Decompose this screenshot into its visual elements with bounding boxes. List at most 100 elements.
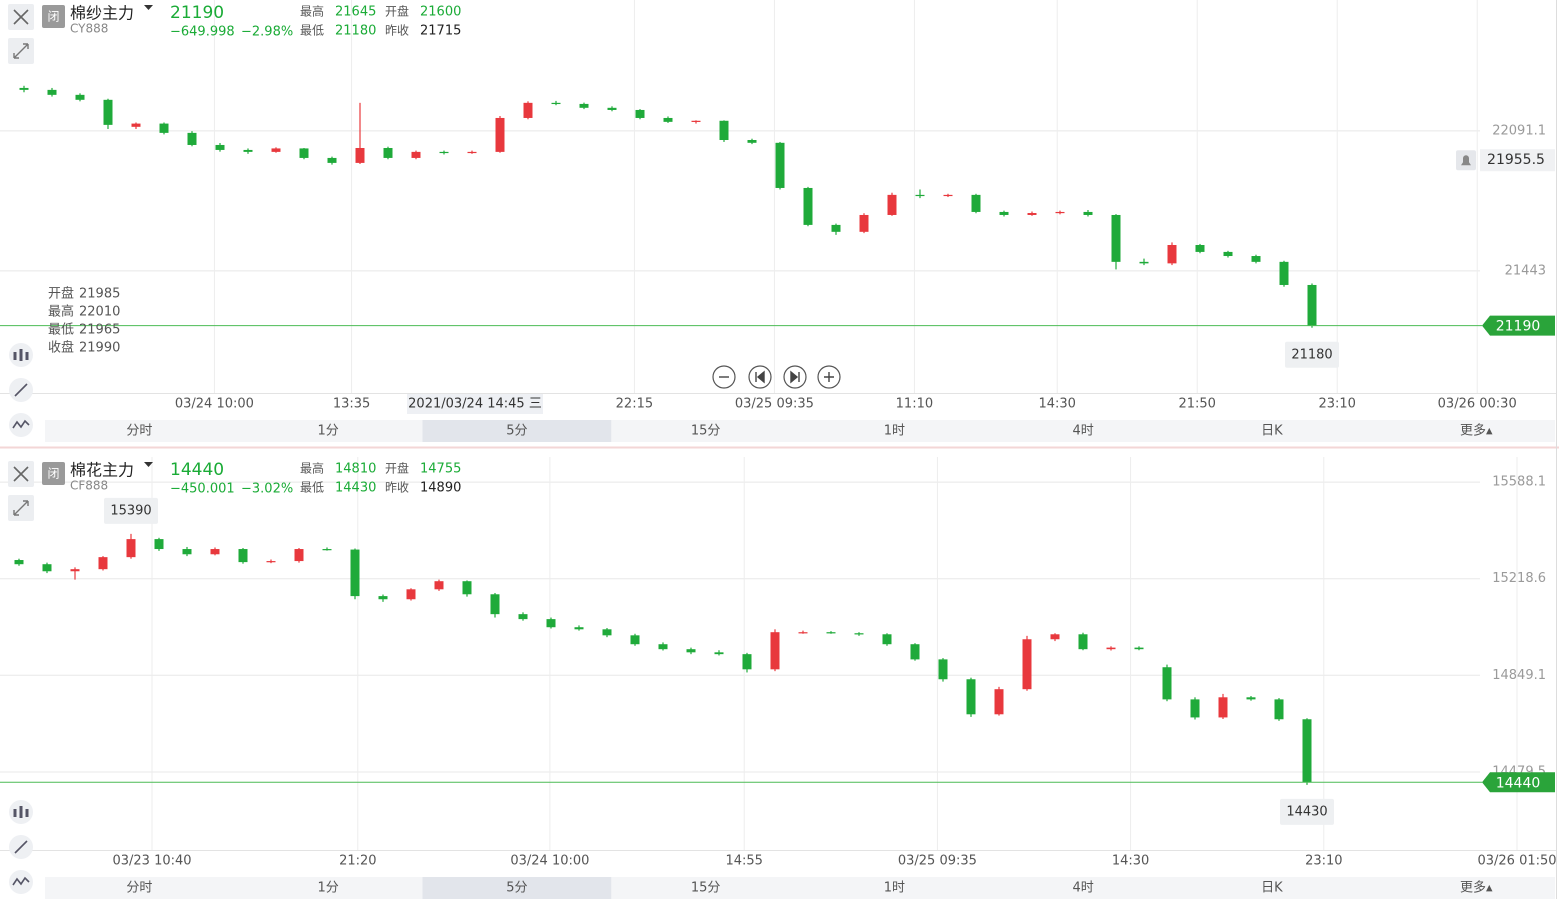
- tool-button[interactable]: [9, 870, 33, 894]
- tab-active[interactable]: [422, 420, 612, 442]
- badge: 闭: [47, 467, 59, 481]
- symbol-dropdown[interactable]: [144, 462, 153, 467]
- alert-bell[interactable]: [1461, 155, 1471, 166]
- expand-icon[interactable]: [13, 500, 29, 516]
- stat-value: 21645: [335, 5, 376, 20]
- tab[interactable]: 4时: [1072, 881, 1093, 896]
- candle-body: [915, 194, 925, 197]
- candle-body: [938, 659, 948, 680]
- candle-body: [439, 151, 449, 154]
- x-tick-label: 03/25 09:35: [735, 397, 814, 412]
- candle-body: [159, 123, 169, 133]
- candle-body: [775, 142, 785, 188]
- candle-body: [719, 120, 729, 141]
- expand-icon[interactable]: [13, 43, 29, 59]
- tab[interactable]: 1分: [317, 424, 338, 439]
- candle-body: [966, 679, 976, 715]
- candle-body: [495, 117, 505, 152]
- candle-body: [691, 120, 701, 122]
- tool-icon[interactable]: [13, 806, 29, 818]
- stat-label: 开盘: [385, 4, 409, 19]
- tab[interactable]: 15分: [691, 881, 721, 896]
- tab[interactable]: 1时: [884, 881, 905, 896]
- stat-value: 21715: [420, 24, 461, 39]
- last-price-tag: 14440: [1496, 775, 1541, 791]
- symbol-name[interactable]: 棉纱主力: [70, 4, 134, 23]
- candle-body: [1027, 213, 1037, 215]
- tab[interactable]: 4时: [1072, 424, 1093, 439]
- candle-body: [523, 102, 533, 118]
- x-tick-label: 23:10: [1305, 854, 1342, 869]
- tab[interactable]: 日K: [1261, 424, 1283, 439]
- crosshair-label: 2021/03/24 14:45 三: [408, 397, 542, 412]
- symbol-name[interactable]: 棉花主力: [70, 461, 134, 480]
- x-tick-label: 23:10: [1318, 397, 1355, 412]
- candle-body: [607, 107, 617, 110]
- candle-body: [434, 581, 444, 590]
- tab[interactable]: 15分: [691, 424, 721, 439]
- tool-icon[interactable]: [12, 419, 30, 429]
- tab[interactable]: 更多▴: [1460, 880, 1493, 896]
- badge: 闭: [47, 10, 59, 24]
- x-tick-label: 03/24 10:00: [510, 854, 589, 869]
- candle-body: [299, 148, 309, 158]
- tab[interactable]: 1时: [884, 424, 905, 439]
- stat-label: 开盘: [385, 461, 409, 476]
- symbol-dropdown[interactable]: [144, 5, 153, 10]
- candle-body: [187, 132, 197, 145]
- candle-body: [1050, 634, 1060, 640]
- candle-body: [803, 187, 813, 225]
- tab[interactable]: 分时: [126, 424, 152, 439]
- tooltip-label: 开盘: [48, 286, 74, 302]
- candle-body: [103, 99, 113, 125]
- candle-body: [910, 644, 920, 660]
- tool-icon[interactable]: [14, 840, 28, 854]
- nav-icon[interactable]: [755, 370, 765, 384]
- low-marker: 21180: [1291, 347, 1332, 362]
- x-tick-label: 21:20: [339, 854, 376, 869]
- price: 14440: [170, 460, 224, 480]
- candle-body: [826, 632, 836, 634]
- tab-active[interactable]: [422, 877, 612, 899]
- nav-icon[interactable]: [824, 372, 834, 382]
- y-tick-label: 22091.1: [1492, 123, 1546, 138]
- tool-button[interactable]: [9, 413, 33, 437]
- candle-body: [1302, 719, 1312, 783]
- candle-body: [238, 549, 248, 563]
- tool-icon[interactable]: [13, 349, 29, 361]
- candle-body: [1078, 634, 1088, 650]
- tab[interactable]: 5分: [506, 424, 527, 439]
- tab[interactable]: 更多▴: [1460, 423, 1493, 439]
- tooltip-value: 21985: [79, 287, 120, 302]
- x-tick-label: 03/23 10:40: [112, 854, 191, 869]
- stat-value: 21180: [335, 24, 376, 39]
- candle-body: [1162, 667, 1172, 700]
- last-price-tag-bg: [1482, 772, 1555, 793]
- candle-body: [42, 564, 52, 572]
- candle-body: [1307, 284, 1317, 326]
- candle-body: [635, 109, 645, 118]
- stat-value: 14430: [335, 481, 376, 496]
- tool-icon[interactable]: [12, 876, 30, 886]
- candle-body: [831, 224, 841, 232]
- tab[interactable]: 日K: [1261, 881, 1283, 896]
- close-icon[interactable]: [13, 9, 29, 25]
- candle-body: [943, 194, 953, 197]
- nav-icon[interactable]: [790, 370, 800, 384]
- tab-bar: [45, 420, 1555, 442]
- candle-body: [971, 194, 981, 212]
- tool-icon[interactable]: [14, 383, 28, 397]
- candle-body: [518, 614, 528, 620]
- candle-body: [70, 569, 80, 572]
- tab[interactable]: 分时: [126, 881, 152, 896]
- tab[interactable]: 1分: [317, 881, 338, 896]
- x-tick-label: 21:50: [1178, 397, 1215, 412]
- stat-value: 14810: [335, 462, 376, 477]
- candle-body: [994, 689, 1004, 715]
- y-tick-label: 21443: [1505, 263, 1546, 278]
- close-icon[interactable]: [13, 466, 29, 482]
- tab[interactable]: 5分: [506, 881, 527, 896]
- x-tick-label: 13:35: [333, 397, 370, 412]
- alert-price: 21955.5: [1487, 152, 1545, 168]
